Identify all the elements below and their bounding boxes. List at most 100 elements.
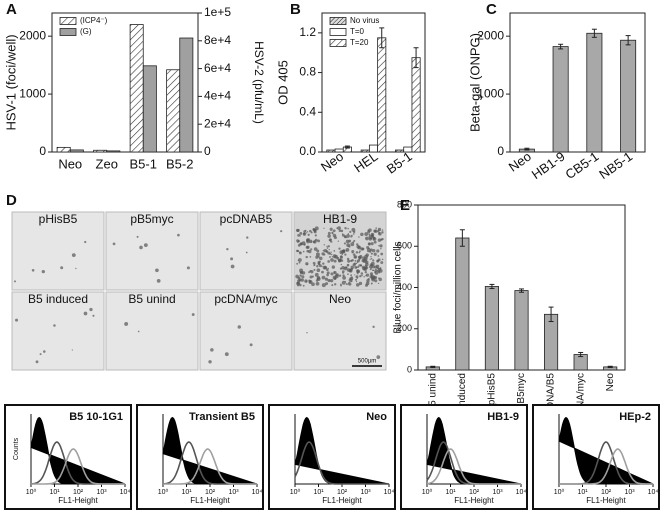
speck bbox=[353, 239, 356, 242]
histogram-curve bbox=[559, 448, 653, 485]
y-tick-label: 1.2 bbox=[299, 25, 316, 39]
histogram-title: Transient B5 bbox=[189, 411, 255, 423]
speck bbox=[75, 267, 77, 270]
speck bbox=[366, 248, 371, 253]
speck bbox=[143, 243, 148, 248]
speck bbox=[13, 280, 17, 283]
bar bbox=[179, 37, 194, 153]
error-bar bbox=[548, 306, 554, 323]
speck bbox=[237, 325, 241, 329]
speck bbox=[347, 273, 349, 275]
x-tick-label: CB5-1 bbox=[563, 149, 602, 182]
x-tick-label: 10⁰ bbox=[290, 488, 301, 496]
speck bbox=[354, 274, 356, 276]
histogram-curve bbox=[426, 448, 521, 485]
legend-label: (G) bbox=[80, 27, 92, 36]
error-bar bbox=[344, 145, 350, 149]
speck bbox=[304, 279, 308, 283]
y-tick-label: 1000 bbox=[19, 86, 46, 100]
speck bbox=[325, 282, 329, 286]
speck bbox=[365, 236, 369, 241]
speck bbox=[322, 262, 325, 265]
speck bbox=[373, 275, 378, 280]
y-tick-label: 0.4 bbox=[299, 104, 316, 118]
speck bbox=[346, 243, 350, 247]
speck bbox=[313, 268, 316, 271]
plot-frame bbox=[51, 12, 199, 153]
speck bbox=[340, 255, 343, 258]
speck bbox=[303, 232, 306, 235]
speck bbox=[362, 259, 367, 263]
speck bbox=[381, 237, 384, 241]
speck bbox=[312, 240, 316, 244]
bar bbox=[544, 313, 559, 371]
speck bbox=[321, 275, 326, 280]
speck bbox=[317, 255, 320, 258]
speck bbox=[370, 257, 373, 260]
x-tick-label: 10⁴ bbox=[252, 489, 263, 496]
speck bbox=[305, 232, 307, 234]
speck bbox=[318, 264, 322, 268]
histogram-frame bbox=[532, 404, 660, 510]
speck bbox=[352, 233, 355, 235]
speck bbox=[360, 232, 364, 237]
speck bbox=[372, 269, 375, 271]
speck bbox=[354, 259, 357, 262]
speck bbox=[334, 274, 339, 279]
speck bbox=[296, 228, 300, 232]
speck bbox=[71, 349, 73, 351]
error-bar bbox=[519, 288, 524, 293]
speck bbox=[186, 266, 190, 270]
micrograph bbox=[293, 291, 387, 371]
speck bbox=[341, 280, 346, 285]
bar bbox=[166, 69, 181, 153]
speck bbox=[350, 265, 354, 270]
speck bbox=[322, 249, 325, 252]
speck bbox=[378, 232, 382, 236]
speck bbox=[355, 280, 358, 283]
y2-tick-label: 4e+4 bbox=[204, 89, 231, 103]
bar bbox=[514, 290, 529, 371]
speck bbox=[381, 231, 384, 234]
y-tick-label: 0.8 bbox=[299, 65, 316, 79]
x-tick-label: 10² bbox=[601, 489, 612, 496]
speck bbox=[359, 250, 361, 253]
speck bbox=[355, 275, 359, 279]
speck bbox=[374, 268, 378, 272]
speck bbox=[314, 226, 319, 231]
speck bbox=[31, 268, 35, 272]
speck bbox=[337, 240, 340, 242]
speck bbox=[367, 277, 370, 281]
speck bbox=[305, 245, 309, 249]
speck bbox=[280, 230, 283, 233]
speck bbox=[349, 269, 352, 271]
x-tick-label: 10² bbox=[469, 489, 480, 496]
speck bbox=[333, 283, 337, 286]
speck bbox=[364, 232, 369, 236]
y-tick-label: 0.0 bbox=[299, 144, 316, 158]
speck bbox=[328, 249, 330, 251]
legend-swatch bbox=[329, 17, 347, 25]
speck bbox=[60, 266, 64, 270]
speck bbox=[327, 279, 331, 283]
speck bbox=[331, 284, 334, 287]
speck bbox=[329, 252, 332, 255]
y-tick-label: 600 bbox=[397, 241, 412, 251]
speck bbox=[374, 271, 379, 275]
speck bbox=[208, 360, 212, 364]
speck bbox=[155, 268, 159, 273]
speck bbox=[313, 247, 318, 251]
speck bbox=[339, 258, 342, 261]
speck bbox=[307, 233, 310, 236]
speck bbox=[354, 266, 358, 269]
speck bbox=[379, 244, 383, 248]
speck bbox=[305, 255, 308, 259]
speck bbox=[365, 262, 369, 267]
speck bbox=[246, 236, 249, 239]
speck bbox=[370, 242, 374, 246]
x-tick-label: pcDNA/myc bbox=[575, 373, 586, 426]
speck bbox=[53, 324, 56, 327]
x-tick-label: 10⁰ bbox=[554, 488, 565, 496]
legend-swatch bbox=[329, 39, 347, 47]
